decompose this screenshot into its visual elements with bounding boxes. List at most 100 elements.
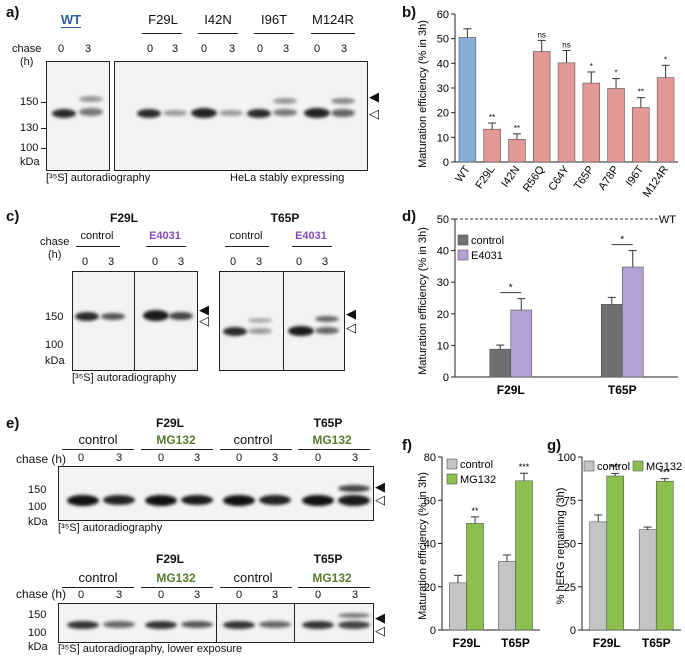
underline xyxy=(146,246,186,247)
y-tick-label: 0 xyxy=(570,625,576,637)
band xyxy=(67,495,99,506)
significance-label: *** xyxy=(519,462,530,472)
band xyxy=(259,621,291,628)
x-tick-label: F29L xyxy=(497,383,525,397)
chase-time: 0 xyxy=(146,43,154,55)
band xyxy=(288,326,314,336)
legend-swatch-control xyxy=(583,460,595,472)
x-tick-label: C64Y xyxy=(546,163,572,193)
band xyxy=(248,328,272,334)
chase-time: 0 xyxy=(200,43,208,55)
group-label-t65p: T65P xyxy=(270,211,300,225)
x-tick-label: F29L xyxy=(452,636,480,650)
band xyxy=(315,327,339,334)
bar-control xyxy=(489,348,512,378)
x-tick-label: T65P xyxy=(642,636,671,650)
band xyxy=(338,495,370,506)
y-tick-label: 30 xyxy=(437,277,449,289)
legend-label-control: control xyxy=(460,459,493,471)
group-label-t65p: T65P xyxy=(313,416,343,430)
bar xyxy=(582,82,601,163)
mature-band-arrow-icon: ◀ xyxy=(199,302,209,317)
band xyxy=(101,313,125,320)
group-label-f29l: F29L xyxy=(155,552,185,566)
significance-label: * xyxy=(614,69,617,78)
band xyxy=(79,96,103,102)
y-tick-label: 50 xyxy=(564,539,576,551)
gel-mg132-bottom xyxy=(58,603,374,643)
underline xyxy=(76,246,120,247)
mutant-label-m124r: M124R xyxy=(312,12,354,27)
kda-unit: kDa xyxy=(28,516,48,528)
treatment-label-e4031: E4031 xyxy=(295,230,327,242)
x-tick-label: T65P xyxy=(572,164,597,192)
band xyxy=(145,621,177,629)
significance-label: ** xyxy=(471,506,479,516)
kda-tick: 150 xyxy=(20,96,39,108)
bar xyxy=(607,88,625,163)
treatment-label-mg132: MG132 xyxy=(312,433,352,447)
chart-b: Maturation efficiency (% in 3h) 0 10 20 30 4… xyxy=(417,9,678,200)
panel-a-label: a) xyxy=(6,4,20,21)
x-tick-label: T65P xyxy=(608,383,637,397)
legend-swatch-mg132 xyxy=(446,473,458,485)
significance-label: ** xyxy=(638,88,644,97)
chart-d: Maturation efficiency (% in 3h) 0 10 20 30 4… xyxy=(417,214,678,397)
chase-time: 3 xyxy=(351,452,359,464)
mutant-label-i42n: I42N xyxy=(204,12,232,27)
chase-unit: (h) xyxy=(20,56,34,68)
treatment-label: control xyxy=(80,230,114,242)
chase-time: 0 xyxy=(314,452,322,464)
reference-line-label: WT xyxy=(659,214,676,226)
autoradiography-caption: [³⁵S] autoradiography xyxy=(72,372,177,384)
panel-g-label: g) xyxy=(547,437,562,454)
tick xyxy=(41,128,46,129)
chase-time: 0 xyxy=(235,589,243,601)
band xyxy=(331,98,355,104)
panel-e-label: e) xyxy=(6,415,20,432)
immature-band-arrow-icon: ◁ xyxy=(369,106,379,121)
kda-tick: 100 xyxy=(28,501,47,513)
bar-mg132 xyxy=(466,523,484,631)
significance-label: * xyxy=(590,62,593,71)
band xyxy=(143,310,169,321)
chase-time: 3 xyxy=(193,452,201,464)
bar xyxy=(656,77,675,163)
treatment-label-mg132: MG132 xyxy=(312,571,352,585)
y-tick-label: 10 xyxy=(437,340,449,352)
kda-tick: 100 xyxy=(20,142,39,154)
immature-band-arrow-icon: ◁ xyxy=(199,313,209,328)
mutant-label-f29l: F29L xyxy=(148,12,178,27)
underline xyxy=(298,587,370,588)
mature-band-arrow-icon: ◀ xyxy=(375,610,385,625)
treatment-label: control xyxy=(78,570,118,585)
bar xyxy=(508,139,526,163)
treatment-label-mg132: MG132 xyxy=(156,433,196,447)
chase-time: 0 xyxy=(295,256,303,268)
chase-time: 0 xyxy=(256,43,264,55)
legend-label-mg132: MG132 xyxy=(646,461,682,473)
y-tick-label: 60 xyxy=(424,495,436,507)
chase-time: 3 xyxy=(84,43,92,55)
underline xyxy=(254,33,294,34)
chase-time: 3 xyxy=(282,43,290,55)
bar xyxy=(632,107,650,163)
chase-time: 0 xyxy=(57,43,65,55)
chase-time: 0 xyxy=(235,452,243,464)
band xyxy=(181,621,213,628)
band xyxy=(273,109,297,116)
underline xyxy=(198,33,238,34)
legend-swatch-e4031 xyxy=(457,249,469,261)
band xyxy=(248,318,272,323)
legend-label-control: control xyxy=(597,461,630,473)
treatment-label: control xyxy=(233,432,273,447)
tick xyxy=(41,148,46,149)
y-tick-label: 75 xyxy=(564,495,576,507)
gel-mg132-top xyxy=(58,466,374,521)
y-tick-label: 25 xyxy=(564,582,576,594)
chase-time: 3 xyxy=(177,256,185,268)
kda-tick: 150 xyxy=(28,484,47,496)
band xyxy=(302,495,334,506)
treatment-label: control xyxy=(233,570,273,585)
chase-label: chase (h) xyxy=(16,587,67,601)
